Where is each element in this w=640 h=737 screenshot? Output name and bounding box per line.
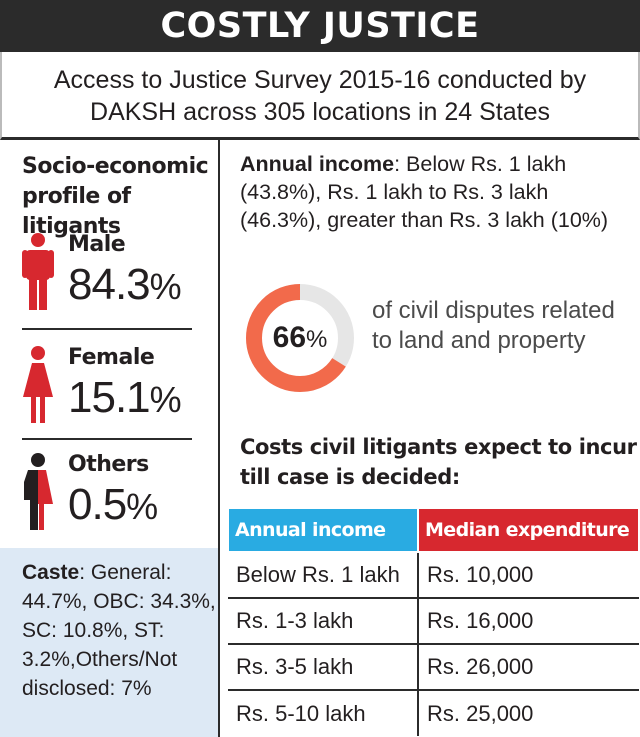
caste-label: Caste [22,561,80,584]
findings-panel: Annual income: Below Rs. 1 lakh (43.8%),… [222,140,640,737]
table-row: Rs. 3-5 lakh Rs. 26,000 [228,643,639,691]
female-label: Female [68,345,155,370]
expenditure-cell: Rs. 25,000 [417,689,639,736]
male-figure-icon [22,233,54,310]
subtitle-line-2: DAKSH across 305 locations in 24 States [90,98,550,126]
male-stat: Male 84.3% [22,232,197,322]
income-text: : Below Rs. 1 lakh (43.8%), Rs. 1 lakh t… [240,152,609,232]
divider [22,438,192,440]
expenditure-cell: Rs. 26,000 [417,643,639,691]
others-value-number: 0.5 [68,480,127,529]
income-cell: Rs. 3-5 lakh [228,643,419,691]
divider [22,328,192,330]
disputes-percentage: 66% [244,282,356,394]
costs-heading: Costs civil litigants expect to incur ti… [240,435,637,489]
caste-breakdown: Caste: General: 44.7%, OBC: 34.3%, SC: 1… [0,548,218,737]
profile-heading: Socio-economic profile of litigants [22,154,209,239]
expenditure-cell: Rs. 16,000 [417,597,639,645]
caste-text: : General: 44.7%, OBC: 34.3%, SC: 10.8%,… [22,561,216,700]
disputes-description: of civil disputes related to land and pr… [372,297,615,354]
income-cell: Below Rs. 1 lakh [228,551,419,599]
column-header-expenditure: Median expenditure [417,507,640,553]
table-row: Rs. 5-10 lakh Rs. 25,000 [228,689,639,736]
others-value: 0.5% [68,480,158,530]
others-value-unit: % [126,486,158,527]
litigant-profile-panel: Socio-economic profile of litigants Male… [0,140,220,737]
income-cell: Rs. 5-10 lakh [228,689,419,736]
female-value-number: 15.1 [68,373,151,422]
subtitle-line-1: Access to Justice Survey 2015-16 conduct… [53,66,587,94]
female-value-unit: % [149,379,182,420]
others-label: Others [68,452,149,477]
table-row: Below Rs. 1 lakh Rs. 10,000 [228,551,639,599]
income-label: Annual income [240,152,395,176]
donut-filled-arc [246,284,354,392]
others-figure-icon [24,453,53,530]
male-value-number: 84.3 [68,260,151,309]
male-value-unit: % [149,266,182,307]
annual-income-summary: Annual income: Below Rs. 1 lakh (43.8%),… [240,150,635,234]
income-cell: Rs. 1-3 lakh [228,597,419,645]
female-figure-icon [23,346,53,423]
female-stat: Female 15.1% [22,345,197,435]
male-label: Male [68,232,126,257]
page-title: COSTLY JUSTICE [0,0,640,52]
disputes-unit: % [306,326,328,353]
expenditure-cell: Rs. 10,000 [417,551,639,599]
male-value: 84.3% [68,260,182,310]
costs-table: Annual income Median expenditure Below R… [227,507,640,736]
survey-subtitle: Access to Justice Survey 2015-16 conduct… [0,52,640,140]
disputes-donut-chart [246,284,354,392]
table-row: Rs. 1-3 lakh Rs. 16,000 [228,597,639,645]
disputes-value: 66 [272,321,307,354]
others-stat: Others 0.5% [22,452,197,542]
column-header-income: Annual income [227,507,419,553]
female-value: 15.1% [68,373,182,423]
table-header-row: Annual income Median expenditure [227,507,640,553]
